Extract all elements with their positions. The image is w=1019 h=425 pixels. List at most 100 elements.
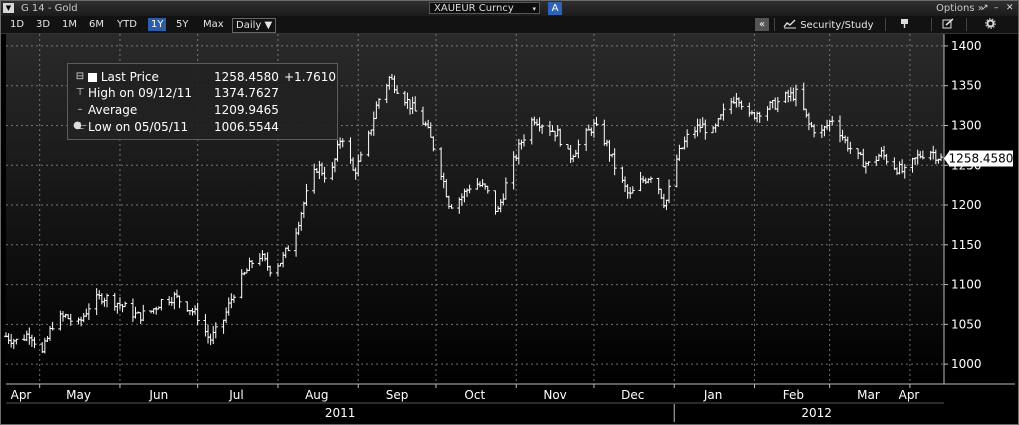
ticker-dropdown-icon[interactable]: ▾ bbox=[532, 5, 536, 13]
ohlc-bar bbox=[612, 148, 617, 176]
ohlc-bar bbox=[159, 298, 164, 311]
options-menu[interactable]: Options » bbox=[936, 3, 984, 14]
minimize-icon[interactable]: – bbox=[994, 3, 999, 13]
ohlc-bar bbox=[123, 301, 128, 308]
range-1y[interactable]: 1Y bbox=[148, 18, 167, 31]
security-study-label: Security/Study bbox=[800, 20, 874, 31]
average-marker-icon: –●– bbox=[73, 104, 87, 131]
close-icon[interactable]: ✕ bbox=[1006, 3, 1014, 13]
ohlc-bar bbox=[304, 183, 309, 206]
ohlc-bar bbox=[793, 84, 798, 107]
x-tick-label: Dec bbox=[621, 388, 644, 402]
window-menu-button[interactable]: ▼ bbox=[3, 3, 14, 13]
range-6m[interactable]: 6M bbox=[89, 19, 104, 30]
ticker-field[interactable]: XAUEUR Curncy ▾ bbox=[429, 2, 540, 14]
y-tick-label: 1100 bbox=[951, 278, 982, 292]
ohlc-bar bbox=[739, 100, 744, 110]
low-marker-icon: ⊥ bbox=[75, 121, 85, 132]
y-tick-label: 1200 bbox=[951, 198, 982, 212]
ohlc-bar bbox=[358, 151, 363, 162]
ohlc-bar bbox=[395, 85, 400, 94]
last-price-label: Last Price bbox=[88, 69, 159, 85]
last-value-pointer bbox=[944, 151, 949, 166]
ohlc-bar bbox=[721, 103, 726, 121]
ohlc-bar bbox=[431, 136, 436, 152]
ohlc-bar bbox=[141, 304, 146, 322]
range-3d[interactable]: 3D bbox=[36, 19, 51, 30]
ohlc-bar bbox=[340, 138, 345, 148]
security-study-button[interactable]: Security/Study bbox=[783, 18, 874, 31]
y-tick-label: 1050 bbox=[951, 317, 982, 331]
legend-row-average: –●– Average 1209.9465 bbox=[68, 102, 337, 131]
gear-icon[interactable] bbox=[985, 18, 996, 31]
ohlc-bar bbox=[540, 124, 545, 134]
legend-toggle-icon[interactable]: ⊟ bbox=[75, 71, 85, 82]
ohlc-bar bbox=[376, 98, 381, 109]
ohlc-bar bbox=[522, 134, 527, 147]
x-tick-label: Mar bbox=[857, 388, 880, 402]
x-tick-label: Oct bbox=[464, 388, 485, 402]
legend-row-low: ⊥ Low on 05/05/11 1006.5544 bbox=[68, 119, 337, 135]
popout-icon[interactable]: ↗ bbox=[981, 3, 989, 13]
ohlc-bar bbox=[920, 150, 925, 160]
x-tick-label: Apr bbox=[899, 388, 920, 402]
toolbar-divider bbox=[774, 18, 775, 31]
ohlc-bar bbox=[449, 204, 454, 209]
legend-row-high: ⊤ High on 09/12/11 1374.7627 bbox=[68, 85, 337, 101]
ohlc-bar bbox=[105, 293, 110, 308]
ohlc-bar bbox=[939, 153, 943, 161]
x-tick-label: Aug bbox=[305, 388, 328, 402]
range-5y[interactable]: 5Y bbox=[176, 19, 189, 30]
x-tick-label: Apr bbox=[11, 388, 32, 402]
last-price-value: 1258.4580 bbox=[214, 70, 279, 84]
ohlc-bar bbox=[848, 141, 853, 154]
frequency-dropdown[interactable]: Daily ▼ bbox=[232, 18, 277, 33]
range-max[interactable]: Max bbox=[203, 19, 224, 30]
legend-row-last-price: ⊟ Last Price 1258.4580 +1.7610 bbox=[68, 69, 337, 85]
y-tick-label: 1000 bbox=[951, 357, 982, 371]
x-tick-label: Jun bbox=[148, 388, 168, 402]
x-tick-label: Nov bbox=[543, 388, 566, 402]
last-value-box bbox=[949, 150, 1013, 167]
x-tick-label: Sep bbox=[386, 388, 409, 402]
ohlc-bar bbox=[685, 129, 690, 148]
ohlc-bar bbox=[884, 154, 889, 165]
white-square-icon bbox=[88, 73, 97, 82]
last-price-change: +1.7610 bbox=[284, 70, 337, 84]
range-ytd[interactable]: YTD bbox=[117, 19, 137, 30]
ohlc-bar bbox=[576, 139, 581, 159]
ohlc-bar bbox=[485, 185, 490, 194]
edit-icon[interactable] bbox=[942, 18, 954, 31]
high-value: 1374.7627 bbox=[214, 86, 279, 100]
legend-box[interactable]: ⊟ Last Price 1258.4580 +1.7610 ⊤ High on… bbox=[67, 63, 338, 140]
x-tick-label: Jan bbox=[703, 388, 723, 402]
x-tick-label: Jul bbox=[228, 388, 243, 402]
ohlc-bar bbox=[703, 119, 708, 140]
ohlc-bar bbox=[902, 164, 907, 179]
a-button[interactable]: A bbox=[548, 2, 562, 15]
last-value-marker: 1258.4580 bbox=[944, 150, 1013, 167]
ohlc-bar bbox=[322, 166, 327, 183]
ohlc-bar bbox=[286, 245, 291, 252]
y-tick-label: 1150 bbox=[951, 238, 982, 252]
low-value: 1006.5544 bbox=[214, 120, 279, 134]
toolbar-divider bbox=[885, 18, 886, 31]
ohlc-bar bbox=[812, 124, 817, 138]
ohlc-bars bbox=[4, 73, 943, 354]
pin-icon[interactable] bbox=[899, 18, 910, 31]
ohlc-bar bbox=[830, 115, 835, 126]
toolbar-divider bbox=[966, 18, 967, 31]
ohlc-bar bbox=[594, 116, 599, 127]
ohlc-bar bbox=[50, 321, 55, 331]
window-title: G 14 - Gold bbox=[21, 3, 78, 14]
collapse-panel-button[interactable]: « bbox=[755, 18, 769, 31]
y-axis-ticks: 100010501100115012001250130013501400 bbox=[944, 39, 982, 371]
year-labels: 2011 2012 bbox=[325, 404, 832, 422]
range-1d[interactable]: 1D bbox=[10, 19, 25, 30]
toolbar-divider bbox=[931, 18, 932, 31]
range-1m[interactable]: 1M bbox=[62, 19, 77, 30]
ohlc-bar bbox=[630, 186, 635, 194]
ohlc-bar bbox=[177, 295, 182, 309]
ohlc-bar bbox=[667, 179, 672, 204]
title-bar: ▼ G 14 - Gold XAUEUR Curncy ▾ A Options … bbox=[1, 1, 1018, 16]
